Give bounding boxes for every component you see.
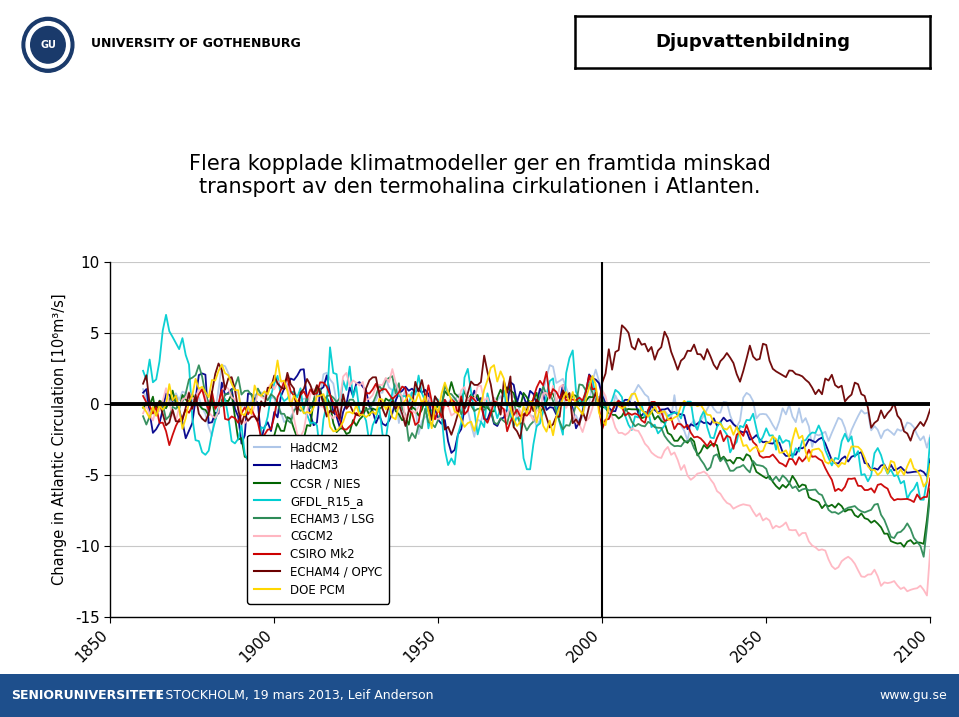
X-axis label: Year: Year: [498, 676, 543, 696]
Text: UNIVERSITY OF GOTHENBURG: UNIVERSITY OF GOTHENBURG: [91, 37, 301, 49]
Text: www.gu.se: www.gu.se: [879, 689, 947, 702]
Circle shape: [26, 22, 70, 68]
Text: GU: GU: [40, 40, 56, 49]
Text: Flera kopplade klimatmodeller ger en framtida minskad
transport av den termohali: Flera kopplade klimatmodeller ger en fra…: [189, 154, 770, 197]
Text: SENIORUNIVERSITETE: SENIORUNIVERSITETE: [12, 689, 165, 702]
Text: T I STOCKHOLM, 19 mars 2013, Leif Anderson: T I STOCKHOLM, 19 mars 2013, Leif Anders…: [146, 689, 433, 702]
Text: Djupvattenbildning: Djupvattenbildning: [655, 33, 851, 52]
Legend: HadCM2, HadCM3, CCSR / NIES, GFDL_R15_a, ECHAM3 / LSG, CGCM2, CSIRO Mk2, ECHAM4 : HadCM2, HadCM3, CCSR / NIES, GFDL_R15_a,…: [247, 435, 389, 604]
Circle shape: [31, 27, 65, 63]
Circle shape: [22, 17, 74, 72]
Y-axis label: Change in Atlantic Circulation [10⁶m³/s]: Change in Atlantic Circulation [10⁶m³/s]: [52, 293, 67, 585]
